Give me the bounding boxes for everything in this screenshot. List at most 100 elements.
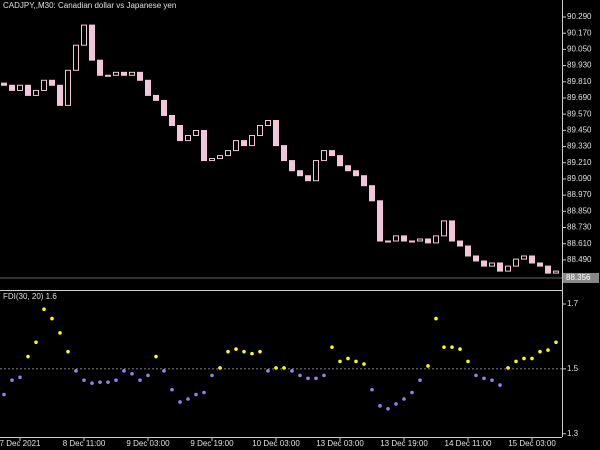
fdi-dot (194, 392, 198, 397)
fdi-dot (218, 366, 222, 370)
candle (17, 84, 23, 91)
candle (57, 84, 63, 106)
x-tick-label: 15 Dec 03:00 (508, 439, 556, 448)
candle (73, 44, 79, 71)
candle (489, 262, 495, 267)
fdi-dot (282, 366, 286, 370)
candle (249, 134, 255, 147)
candle (289, 160, 295, 172)
candle (201, 129, 207, 162)
candle (553, 270, 559, 274)
candle (145, 79, 151, 96)
fdi-dot (442, 345, 446, 349)
y-tick-label: 89.330 (567, 142, 592, 151)
fdi-dot (50, 316, 54, 321)
fdi-dot (242, 349, 246, 354)
fdi-dot (34, 340, 38, 345)
candle (113, 71, 119, 76)
fdi-dot (210, 373, 214, 378)
fdi-dot (298, 373, 302, 378)
candle (481, 260, 487, 267)
candle (433, 235, 439, 244)
candle (281, 145, 287, 162)
y-tick-label: 89.690 (567, 93, 592, 102)
fdi-dot (290, 369, 294, 373)
candle (513, 258, 519, 267)
x-tick-label: 10 Dec 03:00 (252, 439, 300, 448)
fdi-dot (258, 349, 262, 354)
candle (169, 115, 175, 127)
fdi-dot (98, 380, 102, 384)
fdi-dot (266, 369, 270, 373)
y-tick-label: 88.850 (567, 206, 592, 215)
candle (33, 89, 39, 96)
candle (193, 129, 199, 136)
fdi-dot (482, 376, 486, 381)
candle (377, 200, 383, 242)
fdi-dot (450, 345, 454, 349)
fdi-dot (90, 381, 94, 385)
fdi-dot (130, 371, 134, 376)
fdi-dot (154, 354, 158, 359)
candle (545, 265, 551, 274)
y-tick-label: 89.930 (567, 61, 592, 70)
y-tick-label: 89.210 (567, 158, 592, 167)
candle (465, 245, 471, 257)
candle (265, 120, 271, 127)
fdi-dot (370, 387, 374, 392)
candle (353, 170, 359, 177)
fdi-dot (338, 359, 342, 364)
fdi-dot (354, 359, 358, 364)
fdi-dot (362, 362, 366, 366)
fdi-dot (226, 349, 230, 354)
candle (257, 125, 263, 136)
fdi-dot (394, 402, 398, 406)
fdi-dot (146, 373, 150, 378)
fdi-dot (506, 366, 510, 370)
fdi-dot (330, 345, 334, 349)
candle (217, 155, 223, 160)
candle (345, 165, 351, 172)
fdi-dot (162, 369, 166, 373)
candle (505, 265, 511, 272)
candle (161, 99, 167, 117)
y-tick-label: 90.050 (567, 44, 592, 53)
candle (457, 240, 463, 247)
fdi-dot (498, 383, 502, 387)
candle (97, 59, 103, 76)
fdi-dot (82, 378, 86, 383)
candle (1, 82, 7, 86)
fdi-dot (26, 354, 30, 359)
x-tick-label: 13 Dec 19:00 (380, 439, 428, 448)
candle (521, 255, 527, 260)
candle (273, 120, 279, 147)
candle (297, 170, 303, 177)
y-tick-label: 1.3 (567, 429, 579, 438)
fdi-dot (466, 359, 470, 364)
y-tick-label: 1.5 (567, 364, 579, 373)
candle (361, 175, 367, 187)
candle (497, 262, 503, 272)
candle (137, 71, 143, 81)
candle (41, 79, 47, 91)
chart-title: CADJPY,,M30: Canadian dollar vs Japanese… (3, 1, 176, 10)
candle (185, 134, 191, 142)
fdi-dot (538, 349, 542, 354)
last-price-box (563, 272, 599, 283)
fdi-dot (402, 397, 406, 401)
candle (385, 240, 391, 243)
candle (233, 140, 239, 152)
fdi-dot (426, 364, 430, 368)
candle (369, 185, 375, 202)
fdi-dot (178, 400, 182, 404)
y-tick-label: 88.610 (567, 239, 592, 248)
indicator-title: FDI(30, 20) 1.6 (3, 292, 57, 301)
candle (153, 94, 159, 101)
y-tick-label: 90.170 (567, 28, 592, 37)
candle (49, 79, 55, 86)
y-tick-label: 88.490 (567, 255, 592, 264)
fdi-dot (322, 373, 326, 378)
fdi-dot (314, 376, 318, 381)
